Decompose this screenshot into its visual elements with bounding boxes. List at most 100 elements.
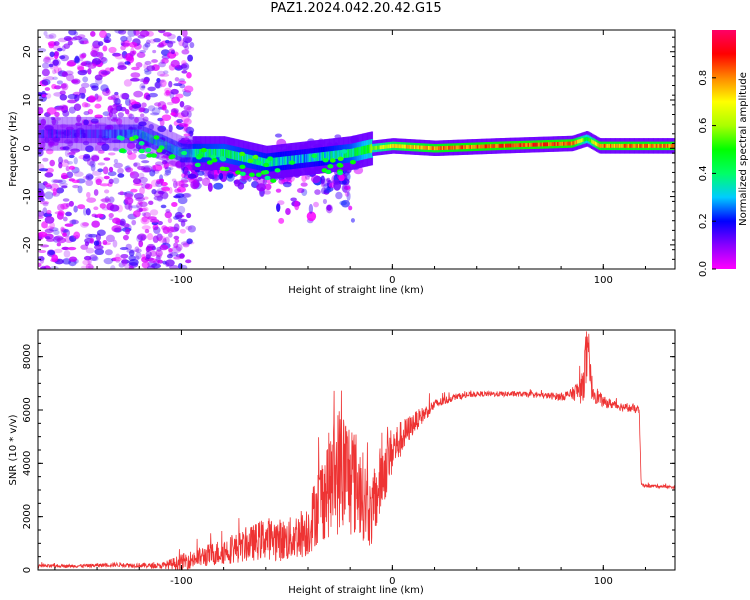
spectrogram-cell [356, 147, 360, 156]
spectrogram-cell [139, 30, 150, 38]
spectrogram-cell [58, 129, 61, 139]
spectrogram-cell [211, 158, 218, 163]
spectrogram-cell [173, 140, 176, 159]
spectrogram-cell [114, 30, 124, 34]
spectrogram-cell [169, 130, 172, 165]
spectrogram-cell [162, 127, 165, 162]
spectrogram-cell [406, 144, 409, 149]
spectrogram-cell [553, 142, 556, 147]
spectrogram-cell [50, 124, 53, 144]
spectrogram-cell [520, 143, 523, 148]
spectrogram-cell [144, 119, 147, 154]
spectrogram-cell [177, 134, 180, 169]
spectrogram-cell [150, 122, 153, 156]
spectrogram-cell [90, 118, 99, 124]
spectrogram-cell [161, 57, 169, 64]
spectrogram-cell [154, 123, 157, 158]
spectrogram-cell [145, 132, 148, 141]
spectrogram-cell [191, 148, 194, 158]
spectrogram-cell [138, 153, 148, 160]
spectrogram-cell [429, 146, 432, 150]
spectrogram-cell [370, 144, 374, 153]
spectrogram-cell [163, 173, 169, 177]
spectrogram-cell [325, 204, 333, 214]
spectrogram-cell [72, 116, 75, 151]
spectrogram-cell [293, 155, 296, 164]
spectrogram-cell [101, 116, 104, 151]
spectrogram-cell [143, 118, 146, 153]
spectrogram-cell [631, 143, 634, 148]
spectrogram-cell [147, 243, 155, 249]
spectrogram-cell [139, 83, 146, 91]
spectrogram-cell [46, 129, 50, 139]
spectrogram-cell [104, 189, 110, 194]
spectrogram-cell [343, 149, 346, 159]
spectrogram-cell [47, 250, 55, 256]
spectrogram-cell [549, 142, 552, 147]
spectrogram-cell [53, 229, 60, 235]
snr-ytick-label: 0 [22, 567, 33, 573]
spectrogram-cell [117, 112, 124, 118]
spectrogram-cell [354, 147, 357, 157]
spectrogram-cell [43, 124, 46, 144]
spectrogram-cell [573, 140, 576, 145]
spectrogram-cell [346, 191, 351, 202]
spectrogram-cell [42, 202, 49, 207]
spectrogram-cell [139, 113, 145, 118]
spectrogram-cell [483, 144, 486, 149]
spectrogram-cell [299, 154, 303, 164]
spectrogram-cell [73, 31, 79, 37]
spectrogram-cell [164, 211, 172, 219]
spectrogram-cell [648, 143, 651, 148]
spectrogram-cell [199, 148, 203, 158]
spectrogram-cell [349, 159, 356, 165]
spectrogram-cell [54, 105, 64, 110]
spectrogram-cell [325, 169, 332, 175]
spectrogram-cell [567, 141, 570, 146]
spectrogram-cell [63, 36, 72, 42]
spectrogram-cell [100, 70, 111, 75]
spectrogram-cell [178, 180, 185, 187]
spectrogram-cell [53, 41, 60, 46]
spectrogram-cell [182, 192, 192, 198]
spectrogram-cell [506, 143, 509, 148]
spectrogram-cell [112, 52, 121, 57]
spectrogram-cell [173, 145, 176, 154]
spectrogram-cell [322, 198, 328, 205]
spectrogram-cell [177, 218, 188, 223]
spectrogram-cell [382, 145, 385, 149]
spectrogram-cell [82, 129, 85, 139]
spectrogram-cell [275, 157, 279, 166]
spectrogram-cell [139, 186, 145, 195]
spectrogram-cell [60, 124, 63, 144]
spectrogram-cell [108, 152, 116, 156]
spectrogram-cell [83, 116, 86, 151]
spectrogram-cell [60, 226, 65, 232]
spectrogram-cell [556, 142, 560, 146]
spectrogram-cell [156, 125, 160, 159]
spectrogram-cell [145, 119, 148, 154]
spectrogram-cell [67, 93, 78, 100]
spectrogram-xtick-label: 100 [594, 275, 613, 286]
spectrogram-cell [135, 251, 142, 260]
spectrogram-cell [96, 51, 104, 58]
spectrogram-cell [405, 144, 408, 149]
spectrogram-cell [139, 50, 146, 54]
spectrogram-cell [165, 152, 170, 161]
spectrogram-cell [116, 116, 119, 151]
spectrogram-cell [140, 125, 143, 144]
spectrogram-cell [365, 145, 368, 154]
spectrogram-cell [108, 124, 112, 144]
spectrogram-cell [115, 253, 121, 260]
spectrogram-cell [89, 160, 96, 168]
spectrogram-cell [158, 42, 164, 48]
spectrogram-cell [86, 197, 97, 203]
spectrogram-cell [66, 61, 76, 67]
spectrogram-cell [245, 153, 248, 163]
spectrogram-cell [96, 213, 104, 218]
spectrogram-cell [289, 155, 293, 165]
spectrogram-cell [71, 78, 81, 85]
spectrogram-cell [62, 129, 65, 139]
spectrogram-cell [136, 234, 143, 243]
